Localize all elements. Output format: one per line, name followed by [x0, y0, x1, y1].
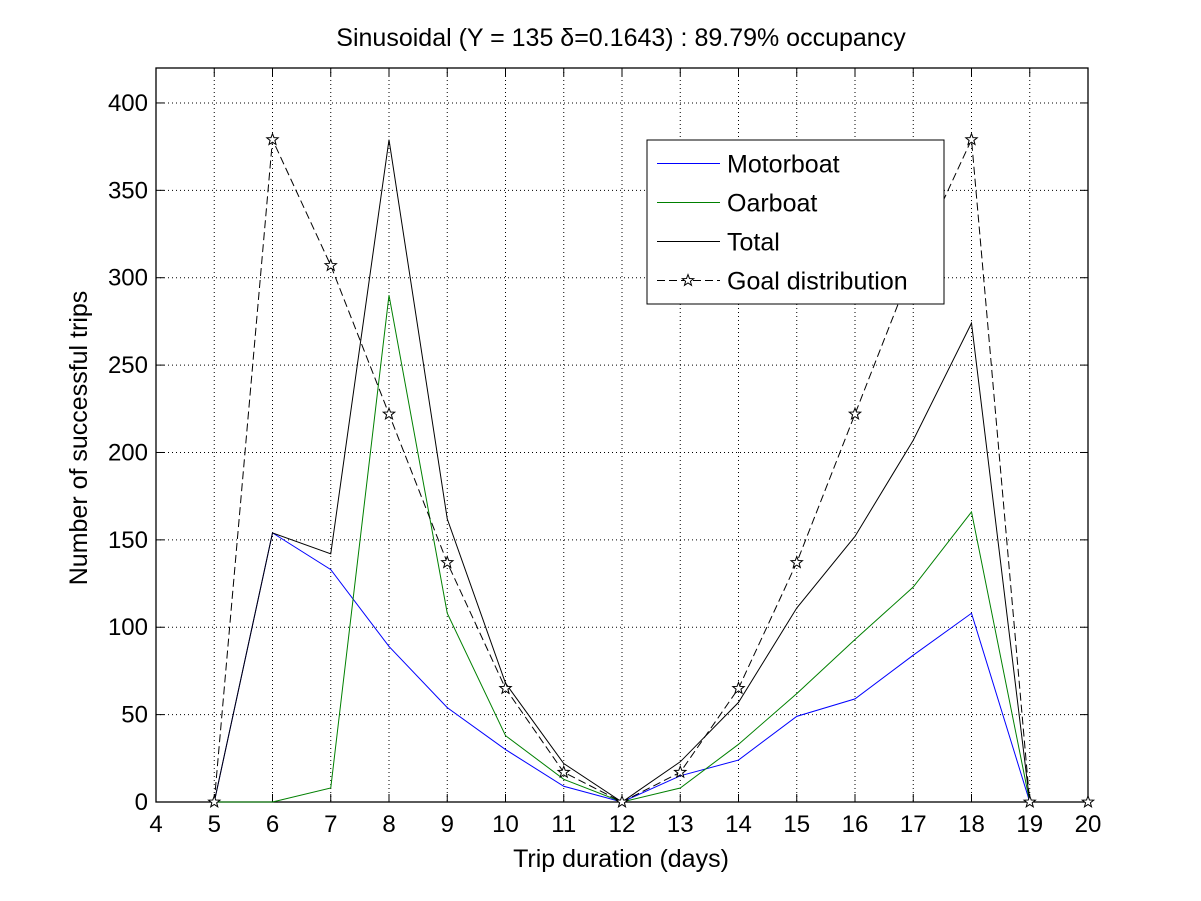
x-tick-label: 6	[266, 811, 279, 838]
data-point-star	[556, 764, 571, 779]
x-tick-label: 18	[958, 811, 985, 838]
data-point-star	[964, 132, 979, 146]
y-tick-label: 250	[108, 352, 148, 379]
y-tick-label: 150	[108, 527, 148, 554]
x-tick-label: 17	[900, 811, 927, 838]
y-tick-label: 200	[108, 439, 148, 466]
legend-box	[646, 139, 945, 305]
legend-label-oarboat: Oarboat	[727, 190, 817, 218]
x-tick-label: 9	[441, 811, 454, 838]
x-tick-label: 16	[842, 811, 869, 838]
x-tick-label: 13	[667, 811, 694, 838]
legend-label-goal-distribution: Goal distribution	[727, 268, 908, 296]
y-tick-label: 350	[108, 177, 148, 204]
data-point-star	[1022, 794, 1037, 809]
y-tick-label: 50	[121, 702, 148, 729]
y-axis-title: Number of successful trips	[65, 291, 93, 586]
x-tick-label: 12	[609, 811, 636, 838]
data-point-star	[847, 406, 863, 421]
x-tick-label: 10	[492, 811, 519, 838]
data-point-star	[381, 406, 397, 421]
x-tick-label: 8	[382, 811, 395, 838]
y-tick-label: 0	[135, 789, 148, 816]
data-point-star	[1080, 794, 1096, 809]
x-tick-label: 14	[725, 811, 752, 838]
y-tick-label: 300	[108, 265, 148, 292]
series-goal-distribution	[207, 132, 1096, 809]
data-series	[207, 132, 1096, 809]
legend-marker-star	[680, 273, 696, 287]
data-point-star	[323, 258, 338, 272]
data-point-star	[614, 794, 630, 809]
x-tick-label: 5	[208, 811, 221, 838]
data-point-star	[498, 680, 513, 695]
x-tick-label: 20	[1075, 811, 1102, 838]
x-axis-title: Trip duration (days)	[513, 845, 729, 873]
x-tick-label: 7	[324, 811, 337, 838]
legend-label-motorboat: Motorboat	[727, 151, 840, 179]
chart-title: Sinusoidal (Y = 135 δ=0.1643) : 89.79% o…	[336, 24, 906, 52]
data-point-star	[789, 555, 804, 569]
data-point-star	[673, 764, 688, 779]
legend-label-total: Total	[727, 229, 780, 257]
x-tick-label: 4	[149, 811, 162, 838]
data-point-star	[731, 680, 746, 695]
series-line-goal-distribution	[213, 137, 1088, 803]
x-tick-label: 19	[1016, 811, 1043, 838]
axis-ticks: 4 5 6 7 8 9 10 11 12 13 14 15 16 17 18 19 20050100150200…	[108, 68, 1101, 838]
x-tick-label: 15	[783, 811, 810, 838]
data-point-star	[265, 132, 280, 146]
data-point-star	[207, 794, 222, 809]
x-tick-label: 11	[551, 811, 576, 838]
y-tick-label: 400	[108, 90, 148, 117]
legend: Motorboat Oarboat Total Goal distribution	[646, 139, 945, 305]
data-point-star	[440, 555, 455, 569]
y-tick-label: 100	[108, 614, 148, 641]
